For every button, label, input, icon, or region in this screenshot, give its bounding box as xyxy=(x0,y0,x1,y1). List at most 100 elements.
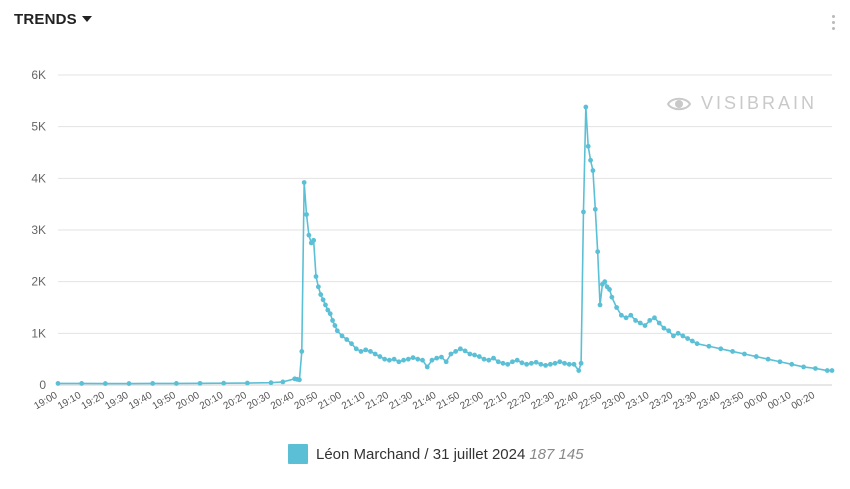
data-point xyxy=(415,356,421,362)
data-point xyxy=(349,341,354,347)
trends-dropdown[interactable]: TRENDS xyxy=(14,11,92,28)
data-point xyxy=(614,305,620,310)
y-tick-label: 1K xyxy=(31,326,46,340)
data-point xyxy=(372,351,378,357)
data-point xyxy=(581,209,586,215)
y-tick-label: 4K xyxy=(31,171,46,185)
x-tick-label: 21:10 xyxy=(340,390,368,412)
grid-lines xyxy=(58,74,832,386)
x-tick-label: 21:30 xyxy=(387,390,415,412)
data-point xyxy=(323,302,328,308)
x-tick-label: 00:00 xyxy=(742,390,770,412)
data-point xyxy=(753,354,759,359)
data-point xyxy=(386,357,392,363)
data-point xyxy=(552,360,558,366)
data-point xyxy=(528,360,534,366)
data-point xyxy=(382,356,388,362)
data-point xyxy=(685,336,691,341)
x-tick-label: 23:10 xyxy=(624,390,652,412)
x-tick-label: 22:30 xyxy=(529,390,557,412)
data-point xyxy=(694,341,700,347)
data-point xyxy=(339,333,345,339)
data-point xyxy=(344,337,350,342)
data-point xyxy=(391,356,397,362)
data-point xyxy=(519,360,525,366)
data-point xyxy=(472,352,477,358)
data-point xyxy=(661,325,667,331)
data-point xyxy=(299,349,305,354)
data-point xyxy=(304,212,309,217)
data-point xyxy=(244,380,250,386)
caret-down-icon xyxy=(81,16,92,22)
data-point xyxy=(363,347,369,353)
data-point xyxy=(377,354,383,359)
x-tick-label: 22:10 xyxy=(482,390,510,412)
data-point xyxy=(353,346,359,352)
data-point xyxy=(789,361,795,367)
data-point xyxy=(318,292,324,297)
data-point xyxy=(197,380,203,386)
data-point xyxy=(311,237,317,243)
data-point xyxy=(327,311,333,317)
data-point xyxy=(358,349,364,354)
data-point xyxy=(628,312,634,318)
data-point xyxy=(801,364,806,370)
data-point xyxy=(547,361,553,367)
series-layer xyxy=(55,104,835,386)
data-point xyxy=(730,349,735,354)
data-point xyxy=(680,333,686,339)
data-point xyxy=(562,360,567,366)
data-point xyxy=(647,318,653,323)
data-point xyxy=(829,368,835,373)
x-tick-label: 19:20 xyxy=(80,390,108,412)
data-point xyxy=(510,359,515,365)
x-tick-label: 23:50 xyxy=(719,390,747,412)
x-tick-label: 19:40 xyxy=(127,390,155,412)
data-point xyxy=(524,361,530,367)
data-point xyxy=(633,318,638,323)
data-point xyxy=(505,361,511,367)
data-point xyxy=(221,380,227,386)
data-point xyxy=(718,346,724,352)
data-point xyxy=(588,157,593,163)
data-point xyxy=(578,360,584,366)
eye-icon xyxy=(667,97,691,110)
data-point xyxy=(332,323,338,328)
data-point xyxy=(623,315,629,321)
more-vertical-icon[interactable] xyxy=(832,15,836,33)
data-point xyxy=(320,297,326,303)
x-tick-label: 21:40 xyxy=(411,390,439,412)
legend-item[interactable]: Léon Marchand / 31 juillet 2024 187 145 xyxy=(288,444,584,464)
data-point xyxy=(533,359,539,365)
data-point xyxy=(637,320,643,326)
x-tick-label: 21:00 xyxy=(316,390,344,412)
data-point xyxy=(457,346,463,352)
data-point xyxy=(268,380,274,386)
legend-swatch xyxy=(288,444,308,464)
data-point xyxy=(462,348,468,354)
x-tick-label: 23:20 xyxy=(648,390,676,412)
data-point xyxy=(557,359,563,365)
data-point xyxy=(467,351,473,357)
data-point xyxy=(689,338,695,344)
legend-series-name: Léon Marchand / 31 juillet 2024 xyxy=(316,445,526,463)
x-tick-label: 19:10 xyxy=(56,390,84,412)
data-point xyxy=(315,284,321,290)
data-point xyxy=(585,143,591,149)
x-tick-label: 23:40 xyxy=(695,390,723,412)
x-tick-label: 00:20 xyxy=(790,390,818,412)
data-point xyxy=(706,343,712,349)
data-point xyxy=(666,328,672,334)
data-point xyxy=(301,180,307,185)
data-point xyxy=(742,351,747,357)
data-point xyxy=(453,349,459,354)
x-tick-label: 00:10 xyxy=(766,390,794,412)
x-tick-label: 19:00 xyxy=(32,390,60,412)
data-point xyxy=(609,294,615,300)
y-tick-label: 3K xyxy=(31,223,46,237)
data-point xyxy=(576,368,582,373)
data-point xyxy=(777,359,783,365)
data-point xyxy=(481,356,487,362)
data-point xyxy=(429,357,435,363)
data-point xyxy=(566,361,572,367)
